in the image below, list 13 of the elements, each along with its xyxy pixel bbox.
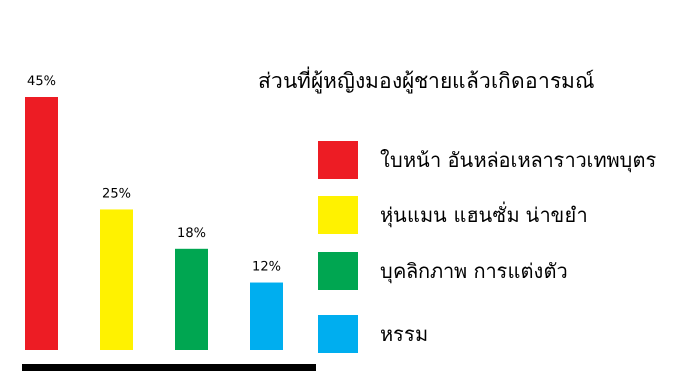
text: บุคลิกภาพ การแต่งตัว [380,259,568,284]
text: ส่วนที่ผู้หญิงมองผู้ชายแล้วเกิดอารมณ์ [258,66,594,94]
text: ใบหน้า อันหล่อเหลาราวเทพบุตร [380,148,656,173]
bar [175,248,208,350]
data-label: 12% [252,260,281,275]
text: หุ่นแมน แฮนซั่ม น่าขยำ [380,201,588,228]
bar [100,209,133,350]
bar [25,97,58,350]
bar [250,282,283,350]
data-label: 25% [102,186,131,202]
data-label: 18% [177,226,206,241]
text: หรรม [380,322,428,346]
data-label: 45% [27,74,56,89]
